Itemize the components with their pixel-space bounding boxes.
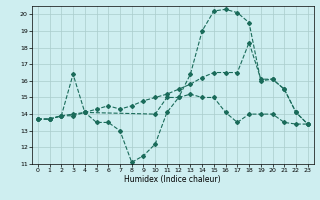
X-axis label: Humidex (Indice chaleur): Humidex (Indice chaleur) — [124, 175, 221, 184]
